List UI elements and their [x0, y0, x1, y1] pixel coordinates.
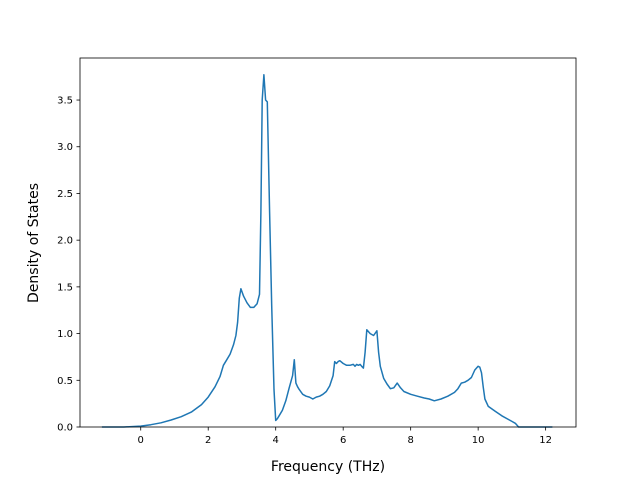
plot-area — [79, 57, 577, 428]
y-axis-ticks: 0.0 0.5 1.0 1.5 2.0 2.5 3.0 3.5 — [57, 96, 80, 434]
x-tick-label: 10 — [472, 435, 485, 446]
y-tick-label: 3.0 — [57, 142, 73, 153]
axes-frame — [79, 57, 577, 428]
x-tick-label: 0 — [138, 435, 144, 446]
y-tick-label: 3.5 — [57, 96, 73, 107]
y-tick-label: 1.0 — [57, 329, 73, 340]
y-tick-label: 2.5 — [57, 189, 73, 200]
x-tick-label: 8 — [407, 435, 413, 446]
x-axis-ticks: 0 2 4 6 8 10 12 — [138, 427, 552, 446]
x-tick-label: 6 — [340, 435, 346, 446]
x-tick-label: 2 — [205, 435, 211, 446]
y-axis-label: Density of States — [26, 183, 42, 303]
y-tick-label: 0.0 — [57, 423, 73, 434]
x-tick-label: 4 — [273, 435, 279, 446]
y-tick-label: 2.0 — [57, 236, 73, 247]
y-tick-label: 1.5 — [57, 282, 73, 293]
x-tick-label: 12 — [539, 435, 552, 446]
y-tick-label: 0.5 — [57, 376, 73, 387]
x-axis-label: Frequency (THz) — [271, 459, 385, 475]
dos-series-line — [101, 74, 553, 428]
